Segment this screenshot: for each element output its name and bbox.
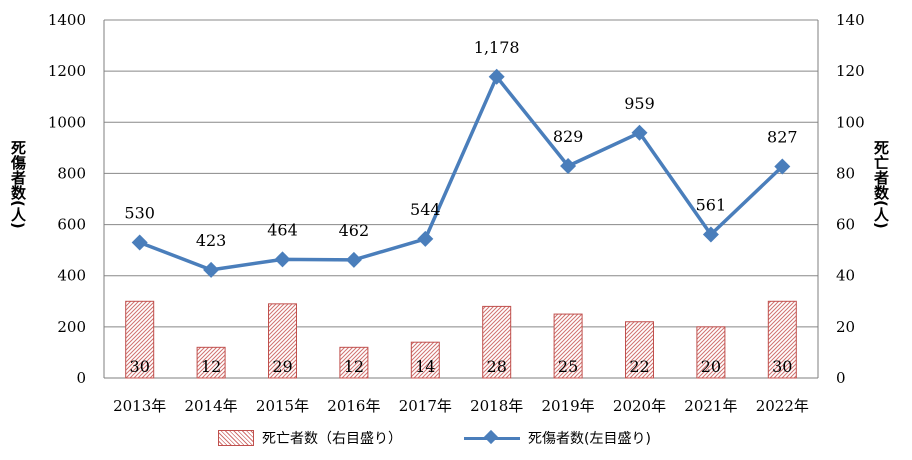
line-value-label: 544 xyxy=(410,200,441,219)
line-marker xyxy=(131,234,148,251)
legend-item-casualties: 死傷者数(左目盛り) xyxy=(464,428,651,448)
y-axis-right-label: 死亡者数(人) xyxy=(872,140,890,229)
x-tick-label: 2022年 xyxy=(756,397,809,415)
x-tick-label: 2017年 xyxy=(399,397,452,415)
line-value-label: 561 xyxy=(696,196,727,215)
bar xyxy=(482,305,512,379)
x-tick-label: 2014年 xyxy=(185,397,238,415)
line-marker xyxy=(560,158,577,175)
y-left-tick-label: 1400 xyxy=(48,11,86,29)
line-value-label: 1,178 xyxy=(474,38,520,57)
y-right-tick-label: 20 xyxy=(836,318,855,336)
line-value-label: 530 xyxy=(124,203,155,222)
y-right-tick-label: 100 xyxy=(836,113,865,131)
bar xyxy=(553,313,583,379)
y-right-tick-label: 40 xyxy=(836,267,855,285)
x-tick-label: 2020年 xyxy=(613,397,666,415)
legend-item-deaths: 死亡者数（右目盛り） xyxy=(218,428,402,448)
line-marker xyxy=(274,251,291,268)
bar xyxy=(339,346,369,379)
y-right-tick-label: 120 xyxy=(836,62,865,80)
y-left-tick-label: 1000 xyxy=(48,113,86,131)
y-axis-left-label: 死傷者数(人) xyxy=(9,140,27,229)
y-left-tick-label: 1200 xyxy=(48,62,86,80)
bar-value-label: 28 xyxy=(487,357,507,376)
line-series xyxy=(139,75,784,272)
bar-value-label: 20 xyxy=(701,357,721,376)
bar-value-label: 14 xyxy=(415,357,435,376)
line-marker xyxy=(417,230,434,247)
line-marker xyxy=(488,68,505,85)
line-value-label: 827 xyxy=(767,128,798,147)
bar-value-label: 12 xyxy=(344,357,364,376)
bar xyxy=(268,303,297,379)
y-left-tick-label: 0 xyxy=(76,369,86,387)
x-tick-label: 2018年 xyxy=(470,397,523,415)
line-value-label: 829 xyxy=(553,127,584,146)
bar xyxy=(125,300,155,379)
x-tick-label: 2016年 xyxy=(327,397,380,415)
bar-swatch-icon xyxy=(218,430,254,446)
bar xyxy=(625,321,654,379)
y-right-tick-label: 80 xyxy=(836,164,855,182)
line-marker xyxy=(702,226,719,243)
line-marker-icon xyxy=(464,429,520,445)
y-left-tick-label: 800 xyxy=(57,164,86,182)
bar-value-label: 12 xyxy=(201,357,221,376)
y-right-tick-label: 0 xyxy=(836,369,846,387)
bar-value-label: 22 xyxy=(629,357,649,376)
bar-value-label: 30 xyxy=(130,357,150,376)
y-left-tick-label: 400 xyxy=(57,267,86,285)
bar xyxy=(196,346,226,379)
bar-value-label: 30 xyxy=(772,357,792,376)
line-marker xyxy=(631,124,648,141)
bar xyxy=(767,300,797,379)
bar xyxy=(410,341,440,379)
legend-label-deaths: 死亡者数（右目盛り） xyxy=(262,431,402,447)
line-value-label: 423 xyxy=(196,231,227,250)
line-value-label: 959 xyxy=(624,94,655,113)
y-right-tick-label: 140 xyxy=(836,11,865,29)
bar xyxy=(696,326,726,379)
bar-value-label: 29 xyxy=(272,357,292,376)
x-tick-label: 2019年 xyxy=(542,397,595,415)
line-marker xyxy=(774,158,791,175)
x-tick-label: 2015年 xyxy=(256,397,309,415)
line-value-label: 464 xyxy=(267,220,298,239)
y-right-tick-label: 60 xyxy=(836,216,855,234)
y-left-tick-label: 600 xyxy=(57,216,86,234)
x-tick-label: 2013年 xyxy=(113,397,166,415)
bar-value-label: 25 xyxy=(558,357,578,376)
x-tick-label: 2021年 xyxy=(684,397,737,415)
line-marker xyxy=(345,251,362,268)
y-left-tick-label: 200 xyxy=(57,318,86,336)
legend-label-casualties: 死傷者数(左目盛り) xyxy=(528,431,651,447)
line-marker xyxy=(203,261,220,278)
line-value-label: 462 xyxy=(339,221,370,240)
